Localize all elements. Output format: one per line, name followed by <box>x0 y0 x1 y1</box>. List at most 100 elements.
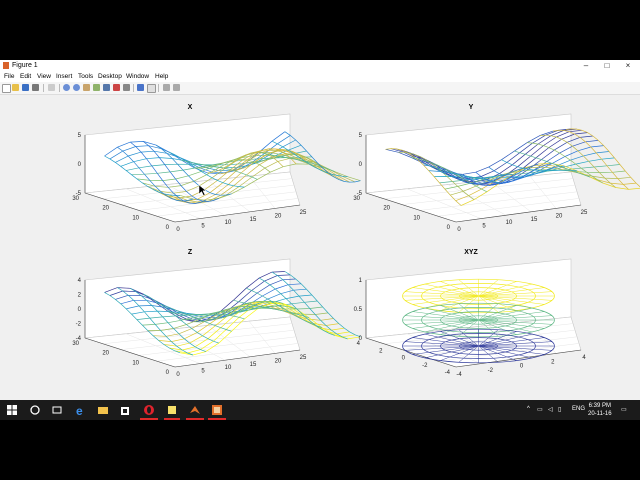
show-plot-tools-icon[interactable] <box>173 84 180 91</box>
open-file-icon[interactable] <box>12 84 19 91</box>
x-tick-label: -2 <box>488 368 494 374</box>
subplot-title: XYZ <box>464 249 478 256</box>
disk-spoke <box>424 319 479 333</box>
x-tick-label: 25 <box>581 210 588 216</box>
running-apps-indicator <box>140 418 226 420</box>
action-center-icon[interactable]: ▭ <box>621 407 627 413</box>
mesh-line <box>220 305 297 313</box>
disk-spoke <box>478 329 499 347</box>
matlab-taskbar-icon[interactable] <box>189 403 201 415</box>
pan-icon[interactable] <box>83 84 90 91</box>
gridline <box>529 176 557 209</box>
zoom-in-icon[interactable] <box>63 84 70 91</box>
mesh-line <box>117 287 194 356</box>
brush-icon[interactable] <box>113 84 120 91</box>
menu-file[interactable]: File <box>4 73 15 80</box>
maximize-button[interactable]: □ <box>604 61 610 70</box>
minimize-button[interactable]: – <box>583 61 589 70</box>
mesh-line <box>155 302 232 332</box>
mesh-line <box>540 134 616 188</box>
pointer-icon[interactable] <box>48 84 55 91</box>
show-hidden-icons[interactable]: ^ <box>527 406 530 412</box>
x-tick-label: 0 <box>457 227 461 233</box>
mesh-line <box>488 165 565 178</box>
disk-spoke <box>478 315 552 321</box>
menu-tools[interactable]: Tools <box>78 73 94 80</box>
disk-spoke <box>478 307 533 321</box>
disk-spoke <box>478 281 517 297</box>
menu-window[interactable]: Window <box>126 73 150 80</box>
network-icon[interactable]: ▭ <box>537 407 543 413</box>
disk-spoke <box>405 345 479 351</box>
rotate-3d-icon[interactable] <box>93 84 100 91</box>
figure-taskbar-icon[interactable] <box>211 403 223 415</box>
input-language[interactable]: ENG <box>572 406 586 412</box>
cortana-search-icon[interactable] <box>29 403 41 415</box>
z-tick-label: 0.5 <box>354 307 363 313</box>
hide-plot-tools-icon[interactable] <box>163 84 170 91</box>
menu-insert[interactable]: Insert <box>56 73 73 80</box>
edge-browser-icon[interactable]: e <box>75 403 87 418</box>
x-tick-label: 0 <box>176 227 180 233</box>
legend-icon[interactable] <box>147 84 156 93</box>
x-axis-line <box>455 204 582 223</box>
y-tick-label: 0 <box>166 225 170 231</box>
system-clock[interactable]: 6:39 PM 20-11-16 <box>588 402 612 418</box>
close-button[interactable]: × <box>625 61 631 70</box>
y-tick-label: 30 <box>72 196 79 202</box>
surface-mesh[interactable] <box>385 128 640 206</box>
mesh-line <box>475 163 552 184</box>
disk-spoke <box>478 331 517 347</box>
print-icon[interactable] <box>32 84 39 91</box>
task-view-icon[interactable] <box>51 403 63 415</box>
gridline <box>401 184 576 205</box>
y-axis-line <box>84 337 176 368</box>
menu-help[interactable]: Help <box>155 73 169 80</box>
gridline <box>102 323 293 345</box>
windows-start-icon[interactable] <box>6 403 18 415</box>
gridline <box>437 198 580 217</box>
colorbar-icon[interactable] <box>137 84 144 91</box>
disk-spoke <box>458 295 479 313</box>
z-tick-label: 0 <box>359 336 363 342</box>
new-figure-icon[interactable] <box>2 84 11 93</box>
file-explorer-icon[interactable] <box>97 403 109 415</box>
mesh-line <box>284 131 361 183</box>
menu-desktop[interactable]: Desktop <box>98 73 122 80</box>
z-tick-label: 0 <box>359 162 363 168</box>
data-cursor-icon[interactable] <box>103 84 110 91</box>
surface-mesh[interactable] <box>104 271 361 356</box>
save-icon[interactable] <box>22 84 29 91</box>
opera-icon[interactable] <box>143 403 155 415</box>
gridline <box>156 198 299 217</box>
zoom-out-icon[interactable] <box>73 84 80 91</box>
store-icon[interactable] <box>119 403 131 415</box>
disk-spoke <box>478 319 533 333</box>
disk-spoke <box>440 281 479 297</box>
surface-mesh[interactable] <box>104 131 361 204</box>
disk-spoke <box>478 279 499 297</box>
surface-mesh[interactable] <box>402 278 555 364</box>
disk-spoke <box>412 319 479 329</box>
sticky-notes-icon[interactable] <box>166 403 178 415</box>
menu-view[interactable]: View <box>37 73 51 80</box>
battery-icon[interactable]: ▯ <box>558 407 562 413</box>
clock-date: 20-11-16 <box>588 411 612 417</box>
disk-spoke <box>478 291 552 297</box>
disk-spoke <box>405 315 479 321</box>
x-tick-label: 20 <box>275 358 282 364</box>
gridline <box>125 188 201 219</box>
link-plot-icon[interactable] <box>123 84 130 91</box>
y-tick-label: 20 <box>102 206 109 212</box>
menu-edit[interactable]: Edit <box>20 73 32 80</box>
volume-icon[interactable]: ◁ <box>548 407 553 413</box>
disk-spoke <box>478 333 533 347</box>
y-tick-label: 20 <box>102 351 109 357</box>
toolbar-separator <box>133 84 134 92</box>
gridline <box>166 184 226 216</box>
